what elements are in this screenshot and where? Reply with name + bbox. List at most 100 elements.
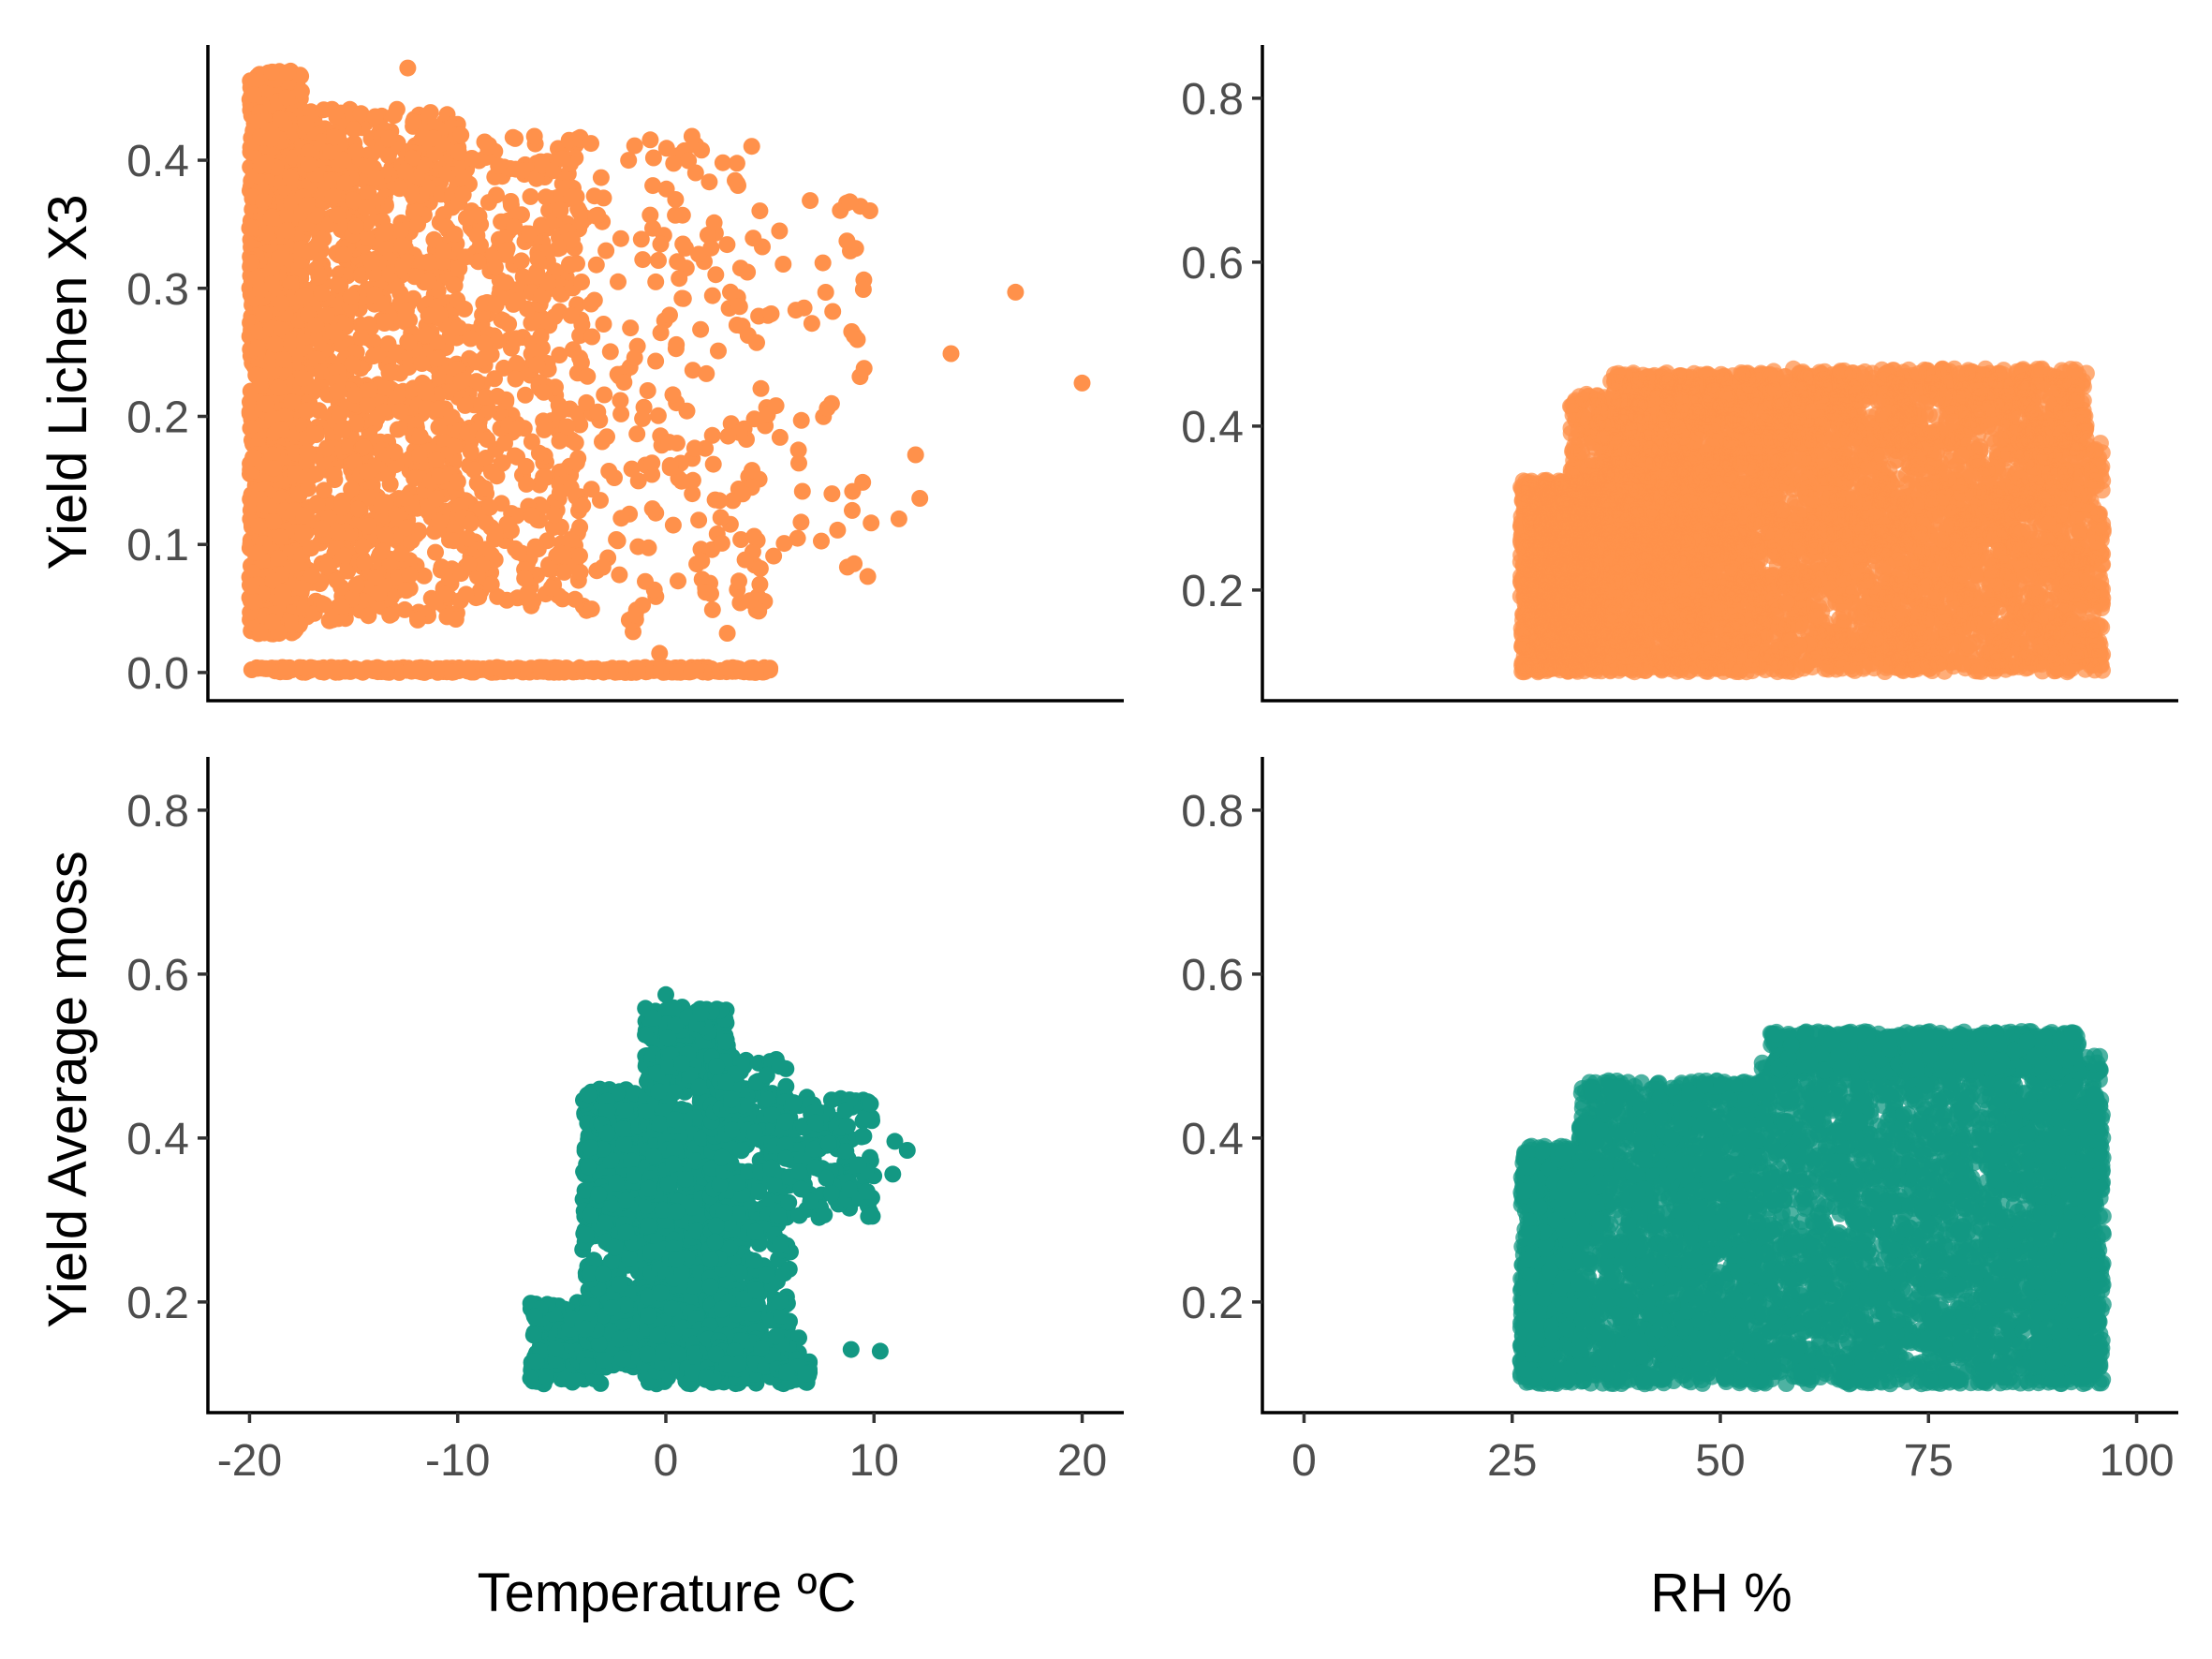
data-point xyxy=(671,270,688,288)
data-point xyxy=(310,268,328,286)
data-point xyxy=(367,569,384,586)
data-point xyxy=(329,382,347,400)
data-point xyxy=(752,379,770,397)
data-point xyxy=(273,421,290,438)
data-point xyxy=(522,187,539,205)
data-point xyxy=(670,572,686,590)
data-point xyxy=(818,399,836,417)
data-point xyxy=(487,296,505,314)
data-point xyxy=(532,328,550,346)
data-point xyxy=(829,521,847,539)
data-point xyxy=(686,439,703,457)
data-point xyxy=(459,529,477,547)
data-point xyxy=(300,156,317,173)
data-point xyxy=(551,544,568,562)
data-point xyxy=(661,306,678,324)
data-point xyxy=(431,513,449,531)
data-point xyxy=(458,662,476,679)
data-point xyxy=(626,348,643,366)
data-point xyxy=(573,274,590,290)
data-point xyxy=(325,323,343,341)
data-point xyxy=(647,352,665,370)
data-point xyxy=(574,496,592,514)
data-point xyxy=(438,608,456,626)
data-point xyxy=(270,378,288,396)
data-point xyxy=(380,363,398,381)
data-point xyxy=(262,130,280,147)
data-point xyxy=(611,566,628,584)
data-point xyxy=(641,206,659,224)
data-point xyxy=(271,249,288,267)
data-point xyxy=(347,576,365,594)
data-point xyxy=(489,388,507,405)
data-point xyxy=(730,572,747,590)
data-point xyxy=(672,472,690,490)
data-point xyxy=(533,661,550,679)
data-point xyxy=(400,333,418,351)
data-point xyxy=(315,101,332,119)
data-point xyxy=(719,427,737,445)
data-point xyxy=(458,209,475,227)
data-point xyxy=(517,457,535,475)
data-point xyxy=(366,108,384,126)
data-point xyxy=(643,500,661,518)
data-point xyxy=(597,242,615,259)
data-point xyxy=(358,199,376,216)
panel-lichen-rh: 0.20.40.60.8 xyxy=(1181,45,2178,703)
data-point xyxy=(278,222,296,240)
data-point xyxy=(482,463,500,481)
data-point xyxy=(844,482,862,500)
data-point xyxy=(739,263,757,281)
data-point xyxy=(359,463,376,481)
data-point xyxy=(249,544,267,562)
data-point xyxy=(641,131,659,149)
data-point xyxy=(627,606,644,624)
data-point xyxy=(255,305,273,323)
data-point xyxy=(751,559,769,577)
data-point xyxy=(863,514,880,532)
data-point xyxy=(664,516,682,534)
data-point xyxy=(275,350,293,368)
data-point xyxy=(692,320,710,338)
data-point xyxy=(536,421,553,438)
data-point xyxy=(456,396,474,414)
data-point xyxy=(431,305,449,323)
data-point xyxy=(612,230,629,247)
data-point xyxy=(734,485,752,503)
data-point xyxy=(349,500,367,518)
data-point xyxy=(568,453,585,471)
data-point xyxy=(628,425,646,443)
data-point xyxy=(714,154,731,171)
data-point xyxy=(792,411,810,429)
data-point xyxy=(413,355,431,372)
data-point xyxy=(497,242,515,259)
data-point xyxy=(444,663,461,681)
data-point xyxy=(249,339,266,357)
data-point xyxy=(244,86,262,104)
data-point xyxy=(601,343,619,361)
data-point xyxy=(792,513,810,531)
data-point xyxy=(476,349,494,367)
data-point xyxy=(487,259,504,276)
data-point xyxy=(298,197,316,215)
data-point xyxy=(417,383,435,401)
data-point xyxy=(454,185,472,203)
data-point xyxy=(713,534,730,552)
data-point xyxy=(244,449,262,467)
data-point xyxy=(710,342,727,360)
data-point xyxy=(528,356,546,374)
data-point xyxy=(516,570,534,587)
data-point xyxy=(657,180,675,198)
data-point xyxy=(352,105,370,123)
data-point xyxy=(744,462,760,480)
data-point xyxy=(592,492,609,510)
data-point xyxy=(508,355,525,372)
data-point xyxy=(751,202,769,220)
y-tick-label: 0.3 xyxy=(126,265,189,315)
data-point xyxy=(628,659,646,677)
data-point xyxy=(765,547,783,565)
data-point xyxy=(521,225,538,243)
data-point xyxy=(344,355,361,373)
data-point xyxy=(397,302,415,319)
